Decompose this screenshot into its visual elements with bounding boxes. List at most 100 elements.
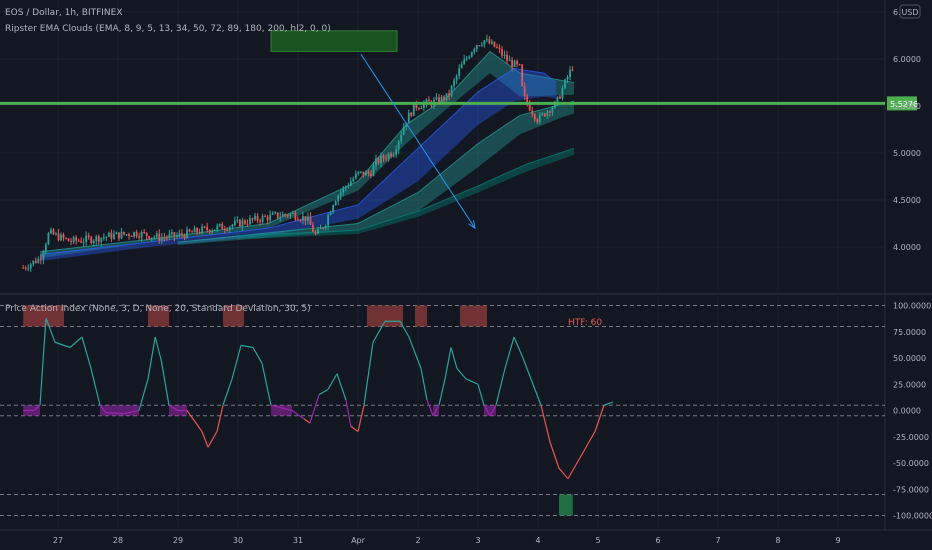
candle-body	[513, 60, 516, 67]
projection-arrow-head[interactable]	[468, 220, 476, 230]
currency-badge-frame[interactable]	[899, 4, 921, 19]
candle-body	[359, 171, 362, 173]
candle-body	[294, 213, 297, 220]
candle-body	[329, 212, 332, 216]
candle-body	[322, 227, 324, 229]
candle-body	[228, 226, 231, 230]
osc-line-segment	[372, 320, 386, 343]
candle-body	[367, 171, 370, 174]
supply-zone[interactable]	[270, 30, 398, 52]
candle-body	[395, 149, 398, 155]
candle-body	[130, 235, 133, 237]
candle-body	[143, 231, 146, 233]
candle-body	[362, 171, 365, 176]
candle-body	[135, 232, 138, 237]
time-axis-tick-label: 5	[595, 536, 600, 545]
candle-body	[47, 233, 50, 245]
candle-body	[181, 233, 183, 236]
candle-body	[211, 230, 214, 233]
osc-line-segment	[261, 363, 272, 406]
candle-body	[97, 236, 100, 242]
htf-label: HTF: 60	[568, 318, 602, 328]
main-pane	[0, 30, 885, 273]
candle-body	[148, 236, 151, 240]
candle-body	[155, 233, 158, 237]
candle-body	[276, 212, 279, 218]
candle-body	[125, 234, 128, 236]
osc-line-segment	[123, 409, 140, 415]
candle-body	[405, 122, 408, 127]
candle-body	[559, 96, 561, 99]
candle-body	[334, 201, 337, 206]
osc-line-segment	[579, 431, 596, 459]
candle-body	[203, 226, 206, 228]
candle-body	[475, 45, 478, 49]
candle-body	[528, 103, 531, 111]
candle-body	[186, 229, 188, 238]
candle-body	[491, 41, 493, 44]
osc-axis-tick-label: -25.0000	[893, 433, 929, 442]
candle-body	[286, 215, 289, 217]
osc-line-segment	[138, 378, 149, 411]
osc-line-segment	[207, 431, 218, 448]
candle-body	[438, 97, 440, 103]
osc-line-segment	[408, 336, 422, 369]
candle-body	[392, 154, 395, 157]
candle-body	[206, 226, 209, 230]
candle-body	[397, 141, 400, 150]
candle-body	[168, 234, 171, 238]
candle-body	[208, 229, 211, 233]
candle-body	[128, 234, 130, 236]
candle-body	[387, 153, 390, 159]
osc-line-segment	[549, 441, 560, 469]
candle-body	[538, 114, 541, 123]
currency-badge[interactable]: USD	[901, 8, 918, 17]
candle-body	[254, 215, 256, 220]
projection-arrow-line[interactable]	[360, 54, 476, 229]
ema-cloud	[40, 68, 556, 262]
price-axis-tick-label: 4.0000	[893, 243, 921, 252]
osc-signal-block-top	[415, 305, 427, 327]
osc-line-segment	[426, 399, 434, 416]
candle-body	[324, 225, 327, 229]
candle-body	[279, 216, 282, 218]
candle-body	[193, 227, 196, 233]
candle-body	[105, 236, 108, 238]
osc-axis-tick-label: 100.0000	[893, 302, 931, 311]
candle-body	[100, 237, 103, 242]
time-axis-tick-label: 3	[475, 536, 480, 545]
candle-body	[221, 223, 224, 230]
price-axis-tick-label: 5.5000	[893, 102, 921, 111]
time-axis-tick-label: 27	[53, 536, 63, 545]
candle-body	[453, 80, 456, 86]
candle-body	[337, 195, 340, 202]
candle-body	[407, 112, 410, 123]
candle-body	[72, 237, 75, 242]
candle-body	[304, 216, 307, 222]
candle-body	[271, 213, 274, 215]
osc-line-segment	[534, 389, 542, 406]
osc-axis-tick-label: -50.0000	[893, 459, 929, 468]
osc-axis-tick-label: 0.0000	[893, 407, 921, 416]
candle-body	[312, 224, 314, 232]
candle-body	[307, 216, 309, 222]
osc-neutral-zone	[106, 405, 124, 416]
candle-body	[198, 232, 201, 234]
candle-body	[422, 103, 425, 109]
osc-axis-tick-label: 50.0000	[893, 354, 926, 363]
candle-body	[352, 178, 355, 182]
osc-line-segment	[222, 378, 233, 406]
candle-body	[231, 224, 234, 227]
osc-axis-tick-label: -100.0000	[893, 512, 932, 521]
candle-body	[107, 232, 110, 237]
candle-body	[70, 241, 72, 243]
candle-body	[485, 39, 488, 41]
candle-body	[465, 58, 468, 60]
candle-body	[302, 216, 304, 221]
osc-signal-block-top	[460, 305, 487, 327]
candle-body	[571, 69, 574, 71]
osc-axis-tick-label: 75.0000	[893, 328, 926, 337]
osc-line-segment	[45, 317, 56, 343]
candle-body	[244, 220, 246, 224]
